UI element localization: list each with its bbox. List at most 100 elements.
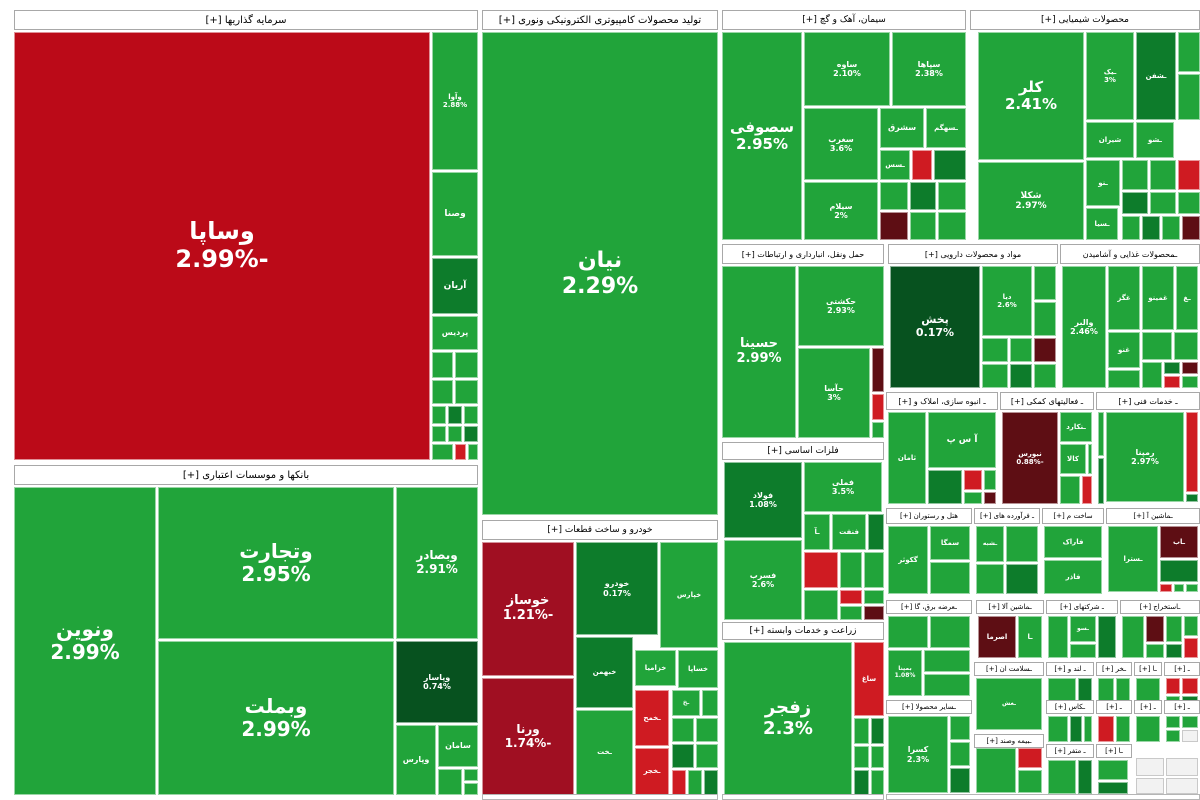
stock-tile[interactable] [880,182,908,210]
stock-tile[interactable]: ـشفن [1136,32,1176,120]
stock-tile[interactable] [1116,716,1130,742]
stock-tile[interactable] [1182,716,1198,728]
stock-tile[interactable] [976,748,1016,793]
sector-header[interactable]: ـسایر محصولا [+] [886,700,972,714]
stock-tile[interactable]: کسرا 2.3% [888,716,948,793]
stock-tile[interactable]: آریان [432,258,478,314]
stock-tile[interactable] [930,616,970,648]
stock-tile[interactable] [1182,362,1198,374]
stock-tile[interactable] [1006,564,1038,594]
stock-tile[interactable] [1034,266,1056,300]
stock-tile[interactable]: ـشو [1136,122,1174,158]
sector-header[interactable]: ـ [+] [1134,700,1162,714]
stock-tile[interactable] [964,492,982,504]
stock-tile[interactable] [1070,644,1096,658]
stock-tile[interactable] [1174,584,1184,592]
stock-tile[interactable]: غنو [1108,332,1140,368]
stock-tile[interactable] [1122,216,1140,240]
stock-tile[interactable]: اصرما [978,616,1016,658]
stock-tile[interactable] [1098,760,1128,780]
stock-tile[interactable] [924,674,970,696]
stock-tile[interactable]: خساپا [678,650,718,688]
stock-tile[interactable] [854,770,869,795]
stock-tile[interactable]: فسرب 2.6% [724,540,802,620]
stock-tile[interactable] [930,562,970,594]
stock-tile[interactable]: ـسیا [1086,208,1118,240]
stock-tile[interactable] [1146,616,1164,642]
stock-tile[interactable] [1162,216,1180,240]
stock-tile[interactable] [1178,74,1200,120]
stock-tile[interactable] [1084,716,1092,742]
stock-tile[interactable] [1164,362,1180,374]
stock-tile[interactable]: وبصادر 2.91% [396,487,478,639]
sector-header[interactable]: محصولات شیمیایی [+] [970,10,1200,30]
stock-tile[interactable] [1136,758,1164,776]
stock-tile[interactable]: سغرب 3.6% [804,108,878,180]
stock-tile[interactable] [1142,332,1172,360]
stock-tile[interactable] [1034,364,1056,388]
stock-tile[interactable] [984,492,996,504]
sector-header[interactable]: ـ شرکتهای [+] [1046,600,1118,614]
stock-tile[interactable] [1018,770,1042,793]
stock-tile[interactable] [864,606,884,620]
stock-tile[interactable]: ساوه 2.10% [804,32,890,106]
stock-tile[interactable] [432,444,453,460]
stock-tile[interactable]: شکلا 2.97% [978,162,1084,240]
stock-tile[interactable] [1018,748,1042,768]
stock-tile[interactable] [1186,494,1198,502]
stock-tile[interactable]: ـنکارد [1060,412,1092,442]
stock-tile[interactable] [1136,716,1160,742]
stock-tile[interactable]: ـا [1018,616,1042,658]
stock-tile[interactable] [432,380,453,404]
stock-tile[interactable] [1078,760,1092,794]
sector-header[interactable]: ـخر [+] [1096,662,1132,676]
stock-tile[interactable] [840,590,862,604]
stock-tile[interactable] [950,768,970,793]
sector-header[interactable]: ـ انبوه سازی، املاک و [+] [886,392,998,410]
sector-header[interactable]: ـاستخراج [+] [1120,600,1200,614]
stock-tile[interactable] [912,150,932,180]
stock-tile[interactable] [1182,376,1198,388]
stock-tile[interactable] [910,212,936,240]
stock-tile[interactable] [704,770,718,795]
stock-tile[interactable]: کلر 2.41% [978,32,1084,160]
stock-tile[interactable] [1166,758,1198,776]
sector-header[interactable]: ـ فعالیتهای کمکی [+] [1000,392,1094,410]
stock-tile[interactable]: ـشبه [976,526,1004,562]
sector-header[interactable]: ـماشین آ [+] [1106,508,1200,524]
stock-tile[interactable] [1160,560,1198,582]
stock-tile[interactable]: ـسس [880,150,910,180]
stock-tile[interactable] [1122,192,1148,214]
stock-tile[interactable] [1166,616,1182,642]
sector-header[interactable]: ـ متفر [+] [1046,744,1094,758]
stock-tile[interactable] [840,552,862,588]
sector-header[interactable]: ـ لند و [+] [1046,662,1094,676]
stock-tile[interactable] [455,352,478,378]
stock-tile[interactable] [1186,584,1198,592]
stock-tile[interactable]: ـغش [976,678,1042,730]
sector-header[interactable]: ـمحصولات غذایی و آشامیدن [1060,244,1200,264]
stock-tile[interactable] [1098,782,1128,794]
stock-tile[interactable] [1136,778,1164,794]
stock-tile[interactable]: خپارس [660,542,718,648]
stock-tile[interactable]: وساپا -2.99% [14,32,430,460]
stock-tile[interactable] [976,564,1004,594]
stock-tile[interactable] [448,426,462,442]
stock-tile[interactable] [1178,160,1200,190]
stock-tile[interactable]: ورنا -1.74% [482,678,574,795]
stock-tile[interactable]: وآوا 2.88% [432,32,478,170]
stock-tile[interactable]: ـآ [804,514,830,550]
sector-header[interactable]: ـ [+] [1164,700,1200,714]
stock-tile[interactable]: سامان [438,725,478,767]
stock-tile[interactable]: سصوفی 2.95% [722,32,802,240]
stock-tile[interactable] [1174,332,1198,360]
stock-tile[interactable] [1142,216,1160,240]
stock-tile[interactable] [1006,526,1038,562]
stock-tile[interactable] [880,212,908,240]
stock-tile[interactable]: فاذر [1044,560,1102,594]
stock-tile[interactable] [696,744,718,768]
stock-tile[interactable] [448,406,462,424]
stock-tile[interactable]: ـخت [576,710,633,795]
stock-tile[interactable]: فملی 3.5% [804,462,882,512]
stock-tile[interactable]: غگز [1108,266,1140,330]
